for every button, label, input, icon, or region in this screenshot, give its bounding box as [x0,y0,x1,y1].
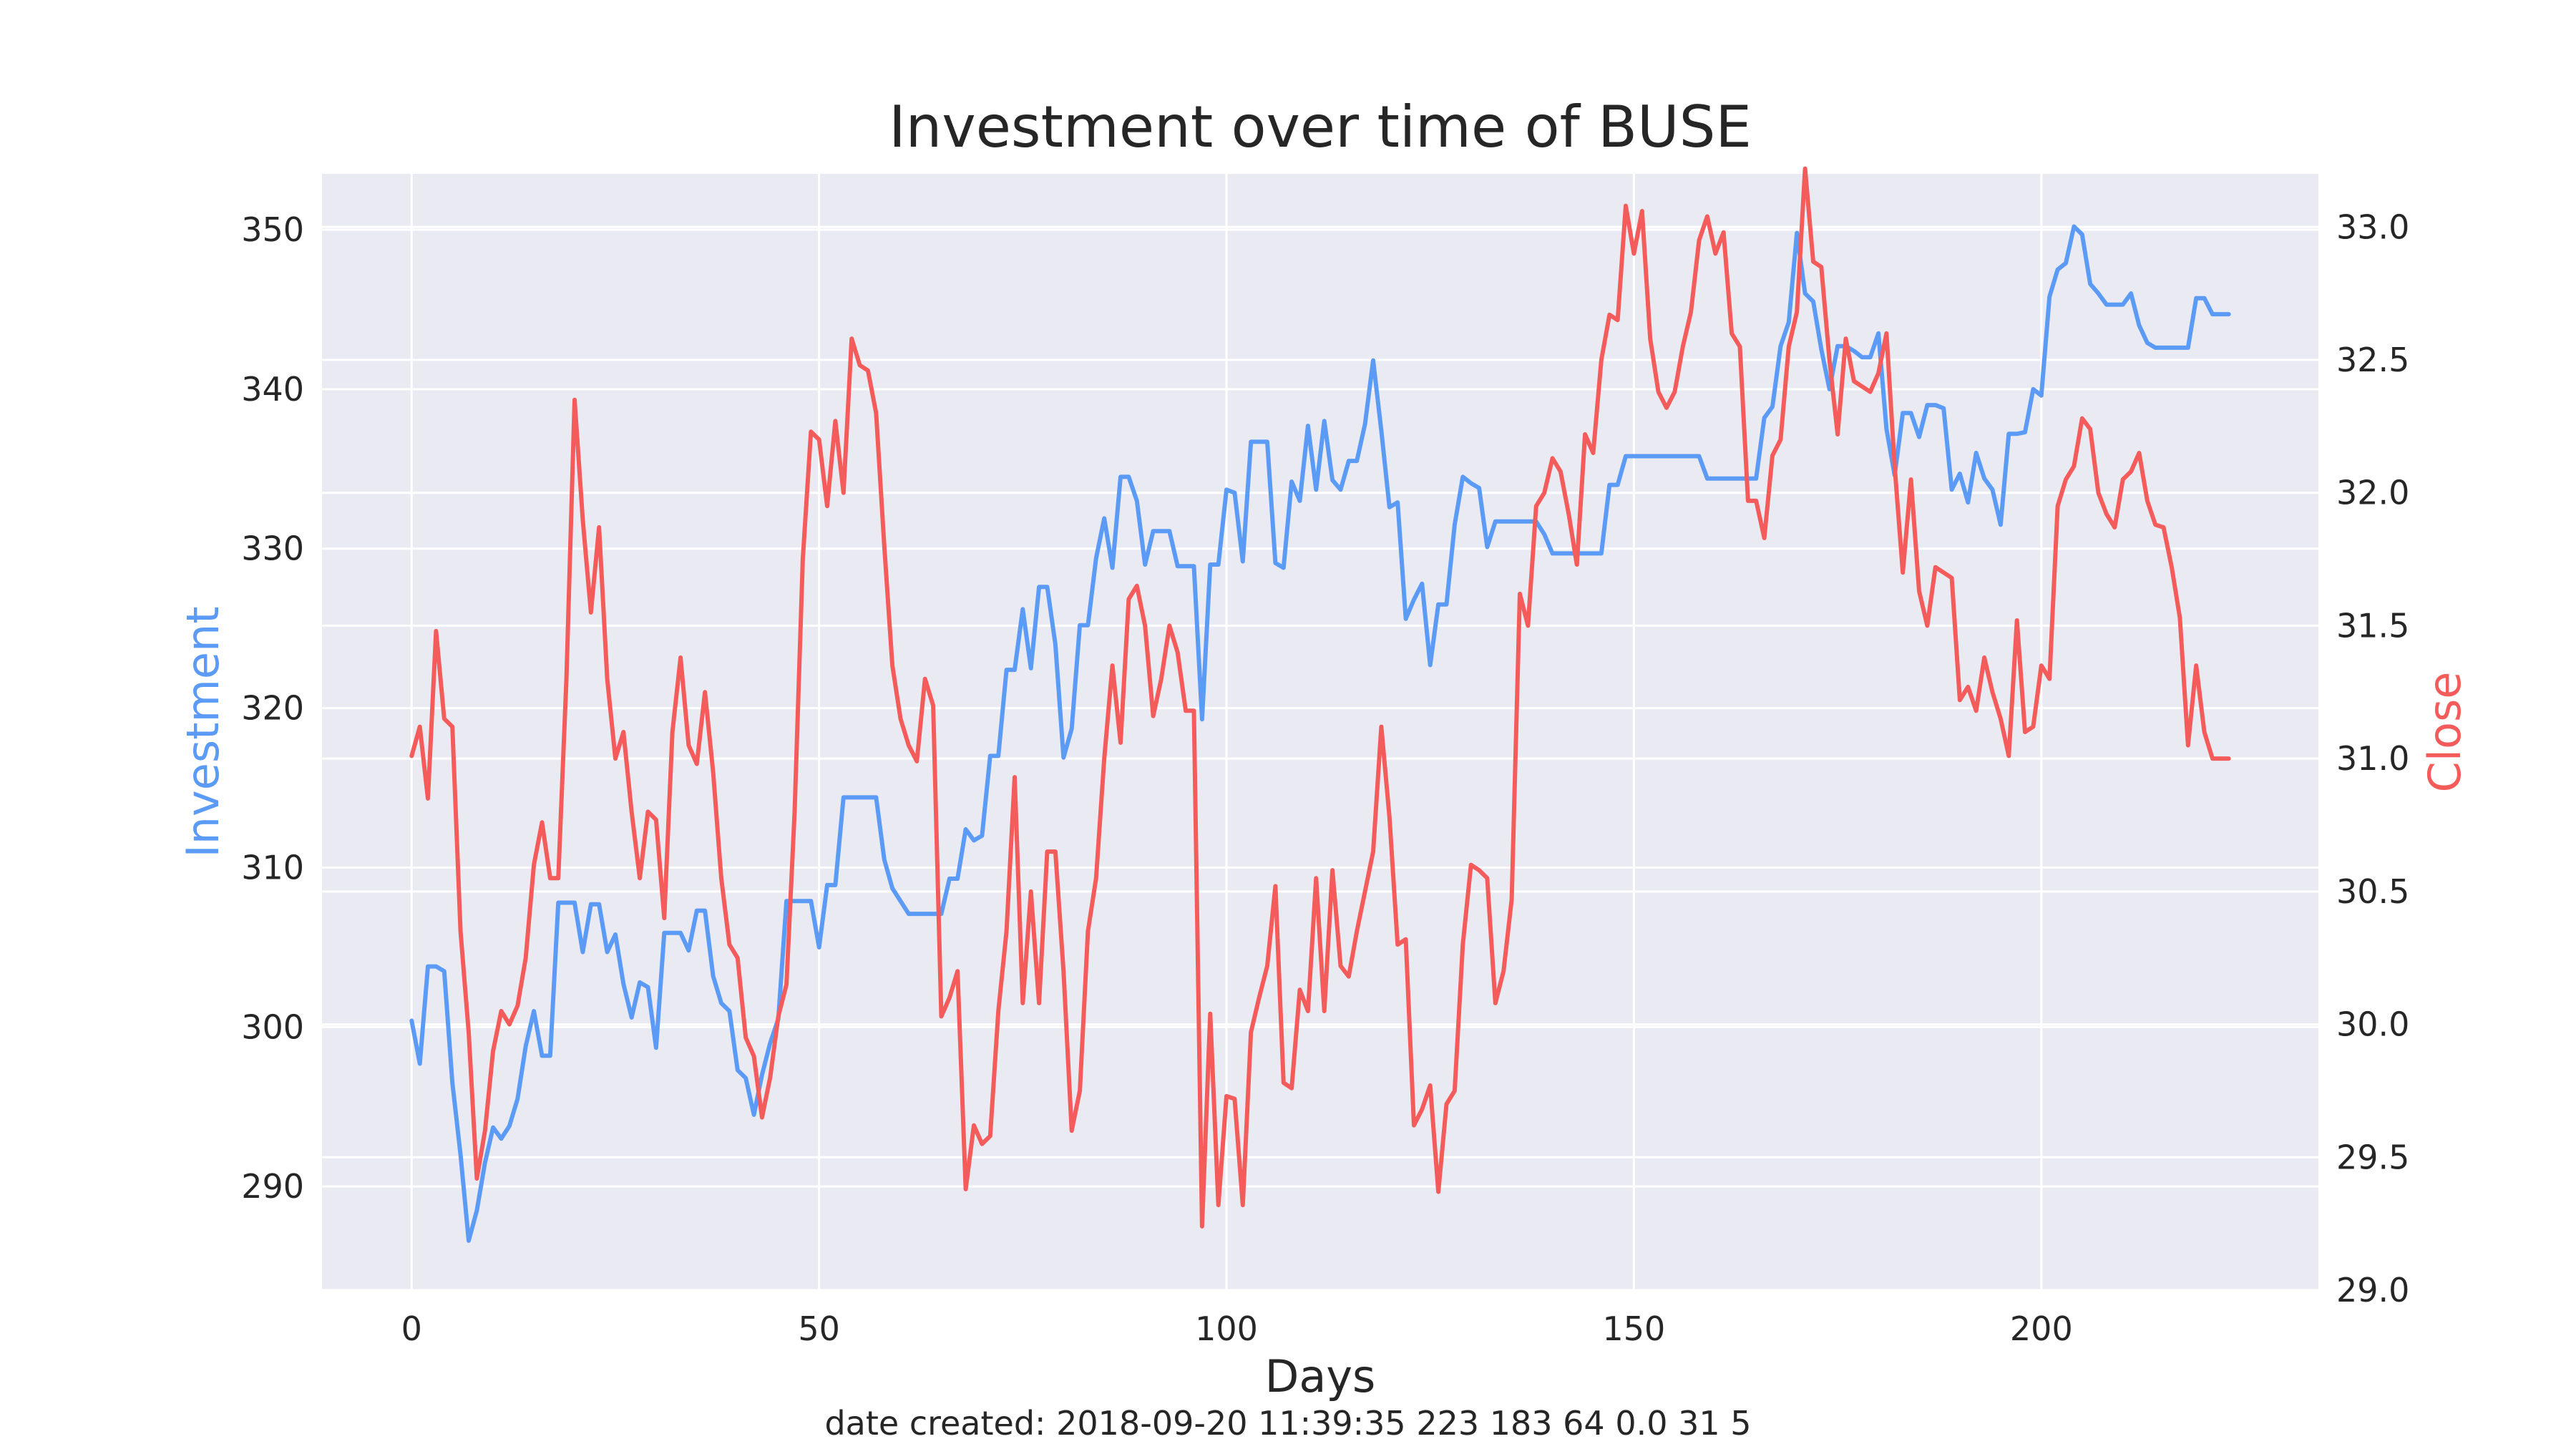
x-tick-label: 100 [1195,1309,1258,1348]
x-axis-ticks: 0 50 100 150 200 [401,1309,2073,1348]
x-tick-label: 0 [401,1309,422,1348]
right-axis-ticks: 29.0 29.5 30.0 30.5 31.0 31.5 32.0 32.5 33.0 [2336,208,2409,1309]
right-y-tick-label: 33.0 [2336,208,2409,246]
left-y-tick-label: 290 [241,1167,304,1206]
left-axis-ticks: 290 300 310 320 330 340 350 [241,210,304,1206]
left-y-tick-label: 300 [241,1008,304,1046]
grid [322,174,2318,1292]
left-y-tick-label: 340 [241,370,304,409]
right-y-tick-label: 29.0 [2336,1271,2409,1309]
chart-title: Investment over time of BUSE [889,94,1752,160]
right-y-tick-label: 30.5 [2336,872,2409,911]
left-y-tick-label: 350 [241,210,304,249]
right-y-tick-label: 32.0 [2336,474,2409,512]
x-axis-label: Days [1265,1350,1376,1402]
right-y-tick-label: 31.0 [2336,739,2409,778]
right-y-tick-label: 31.5 [2336,606,2409,645]
close-series-line [409,166,2231,1229]
right-y-tick-label: 29.5 [2336,1138,2409,1176]
x-tick-label: 200 [2010,1309,2073,1348]
footer-text: date created: 2018-09-20 11:39:35 223 18… [824,1404,1751,1443]
x-tick-label: 50 [798,1309,840,1348]
right-y-tick-label: 30.0 [2336,1005,2409,1044]
right-y-tick-label: 32.5 [2336,341,2409,379]
left-y-tick-label: 310 [241,848,304,887]
series-group [409,166,2231,1243]
investment-series-line [409,224,2231,1243]
left-y-tick-label: 320 [241,689,304,728]
x-tick-label: 150 [1603,1309,1666,1348]
left-axis-label: Investment [177,606,229,857]
left-y-tick-label: 330 [241,530,304,568]
right-axis-label: Close [2419,672,2471,793]
